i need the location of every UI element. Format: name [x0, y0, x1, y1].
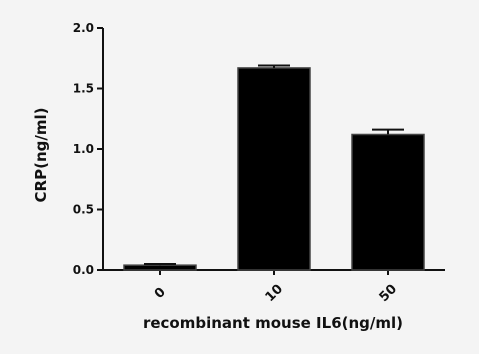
- x-tick-label: 0: [152, 285, 169, 302]
- y-tick-label: 1.5: [73, 82, 94, 96]
- error-bars: [144, 64, 404, 266]
- y-tick-label: 2.0: [73, 21, 94, 35]
- x-tick-label: 50: [377, 282, 400, 305]
- y-tick-label: 1.0: [73, 142, 94, 156]
- bar: [123, 264, 197, 271]
- x-tick-labels: 0 10 50: [152, 282, 400, 305]
- bars: [123, 67, 425, 271]
- x-tick-label: 10: [263, 282, 286, 305]
- y-tick-label: 0.5: [73, 203, 94, 217]
- bar: [351, 133, 425, 271]
- y-tick-labels: 0.0 0.5 1.0 1.5 2.0: [73, 21, 94, 277]
- bar: [237, 67, 311, 271]
- x-axis-label: recombinant mouse IL6(ng/ml): [143, 314, 403, 332]
- y-tick-label: 0.0: [73, 263, 94, 277]
- y-axis-label: CRP(ng/ml): [32, 108, 50, 203]
